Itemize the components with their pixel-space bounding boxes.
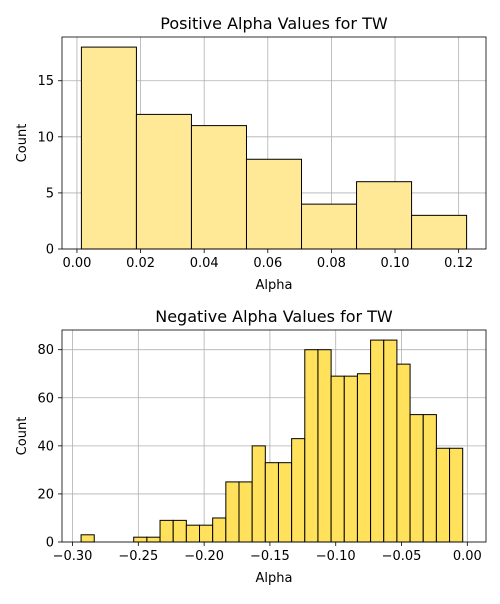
histogram-bar [396, 363, 411, 543]
histogram-bar [422, 414, 437, 543]
histogram-bar [80, 46, 137, 250]
histogram-bar [135, 113, 192, 250]
chart-top: 0.00 0.02 0.04 0.06 0.08 0.10 0.12 0 5 10 15 Positi… [15, 14, 487, 293]
histogram-bar [449, 447, 464, 543]
y-tick-label: 0 [46, 536, 54, 551]
histogram-bar [80, 534, 95, 543]
x-tick-label: 0.00 [62, 256, 91, 271]
histogram-bar [199, 524, 214, 543]
histogram-bar [343, 375, 358, 543]
axes-frame [61, 36, 487, 250]
histogram-bar [172, 519, 187, 543]
x-axis-label: Alpha [256, 571, 293, 586]
histogram-bar [264, 462, 279, 543]
histogram-bar [356, 181, 413, 250]
y-axis-label: Count [15, 417, 30, 456]
axes-frame [61, 329, 487, 543]
x-axis-label: Alpha [256, 278, 293, 293]
x-tick-label: 0.02 [126, 256, 155, 271]
x-tick-label: 0.06 [253, 256, 282, 271]
histogram-bar [159, 519, 174, 543]
y-tick-label: 5 [46, 186, 54, 201]
histogram-bar [435, 447, 451, 543]
y-tick-label: 15 [37, 74, 54, 89]
x-tick-label: −0.30 [53, 549, 93, 564]
histogram-bar [238, 481, 253, 543]
x-tick-label: 0.10 [381, 256, 410, 271]
histogram-bar [245, 158, 303, 250]
histogram-bar [411, 214, 468, 250]
histogram-bar [301, 203, 358, 250]
x-tick-label: −0.05 [382, 549, 422, 564]
y-axis-label: Count [15, 124, 30, 163]
x-tick-label: −0.20 [184, 549, 224, 564]
chart-title: Positive Alpha Values for TW [160, 14, 388, 33]
x-tick-label: −0.10 [316, 549, 356, 564]
histogram-bar [251, 445, 266, 543]
histogram-bar [370, 339, 385, 543]
histogram-bar [409, 414, 424, 543]
histogram-bar [304, 349, 319, 543]
histogram-bar [330, 375, 345, 543]
x-tick-label: −0.25 [118, 549, 158, 564]
y-tick-label: 10 [37, 130, 54, 145]
x-tick-label: 0.08 [317, 256, 346, 271]
y-tick-label: 60 [37, 391, 54, 406]
histogram-bar [146, 536, 161, 543]
histogram-bar [190, 125, 247, 250]
histogram-bar [185, 524, 201, 543]
x-tick-label: 0.12 [444, 256, 473, 271]
y-tick-label: 80 [37, 343, 54, 358]
histogram-bar [277, 462, 293, 543]
y-tick-label: 20 [37, 487, 54, 502]
histogram-bar [225, 481, 240, 543]
histogram-bar [133, 536, 148, 543]
chart-title: Negative Alpha Values for TW [155, 307, 393, 326]
y-tick-label: 40 [37, 439, 54, 454]
histogram-bar [317, 349, 332, 543]
histogram-bar [383, 339, 398, 543]
y-tick-label: 0 [46, 243, 54, 258]
histogram-bar [291, 438, 306, 543]
x-tick-label: 0.04 [190, 256, 219, 271]
histogram-bar [356, 373, 372, 543]
chart-bottom: −0.30 −0.25 −0.20 −0.15 −0.10 −0.05 0.00 0 20 40 6… [15, 307, 487, 586]
histogram-bar [212, 517, 227, 543]
x-tick-label: −0.15 [250, 549, 290, 564]
x-tick-label: 0.00 [453, 549, 482, 564]
